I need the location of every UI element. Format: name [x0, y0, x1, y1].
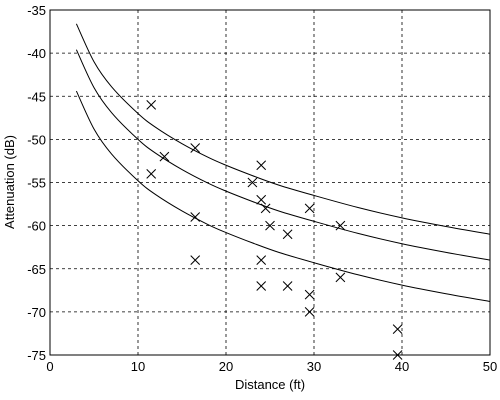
data-point-marker [282, 281, 293, 291]
y-axis-label: Attenuation (dB) [2, 135, 17, 229]
x-tick-label: 20 [219, 359, 233, 374]
data-point-marker [282, 229, 293, 240]
fit-curve-2 [75, 49, 491, 261]
data-point-marker [190, 143, 201, 153]
data-point-marker [190, 255, 201, 265]
y-tick-label: -35 [27, 3, 46, 18]
data-point-marker [335, 220, 346, 231]
plot-frame [49, 9, 491, 356]
y-tick-label: -40 [27, 46, 46, 61]
data-point-marker [304, 203, 315, 214]
data-point-marker [335, 272, 346, 283]
data-point-marker [304, 289, 315, 300]
y-tick-label: -55 [27, 176, 46, 191]
y-tick-label: -75 [27, 348, 46, 363]
data-point-marker [247, 177, 258, 188]
y-tick-label: -70 [27, 305, 46, 320]
grid-layer [50, 10, 490, 355]
data-point-marker [304, 307, 315, 317]
y-tick-labels: -35 -40 -45 -50 -55 -60 -65 -70 -75 [27, 3, 46, 363]
x-tick-label: 0 [46, 359, 53, 374]
x-tick-label: 40 [395, 359, 409, 374]
data-point-marker [256, 255, 267, 265]
data-point-marker [256, 194, 267, 205]
y-tick-label: -45 [27, 89, 46, 104]
data-point-marker [265, 220, 275, 231]
x-tick-label: 10 [131, 359, 145, 374]
y-tick-label: -50 [27, 132, 46, 147]
data-point-marker [146, 100, 157, 110]
y-tick-label: -65 [27, 262, 46, 277]
curve-layer [75, 23, 491, 303]
data-point-marker [146, 169, 157, 179]
data-point-marker [256, 281, 267, 291]
data-point-marker [256, 160, 267, 171]
fit-curve-1 [75, 23, 491, 235]
y-tick-label: -60 [27, 219, 46, 234]
marker-layer [146, 100, 403, 360]
fit-curve-3 [75, 90, 491, 303]
data-point-marker [190, 212, 201, 222]
x-tick-label: 30 [307, 359, 321, 374]
data-point-marker [159, 151, 170, 162]
x-tick-label: 50 [483, 359, 497, 374]
data-point-marker [260, 203, 271, 214]
data-point-marker [392, 324, 403, 334]
x-axis-label: Distance (ft) [235, 377, 305, 392]
x-tick-labels: 0 10 20 30 40 50 [46, 359, 497, 374]
